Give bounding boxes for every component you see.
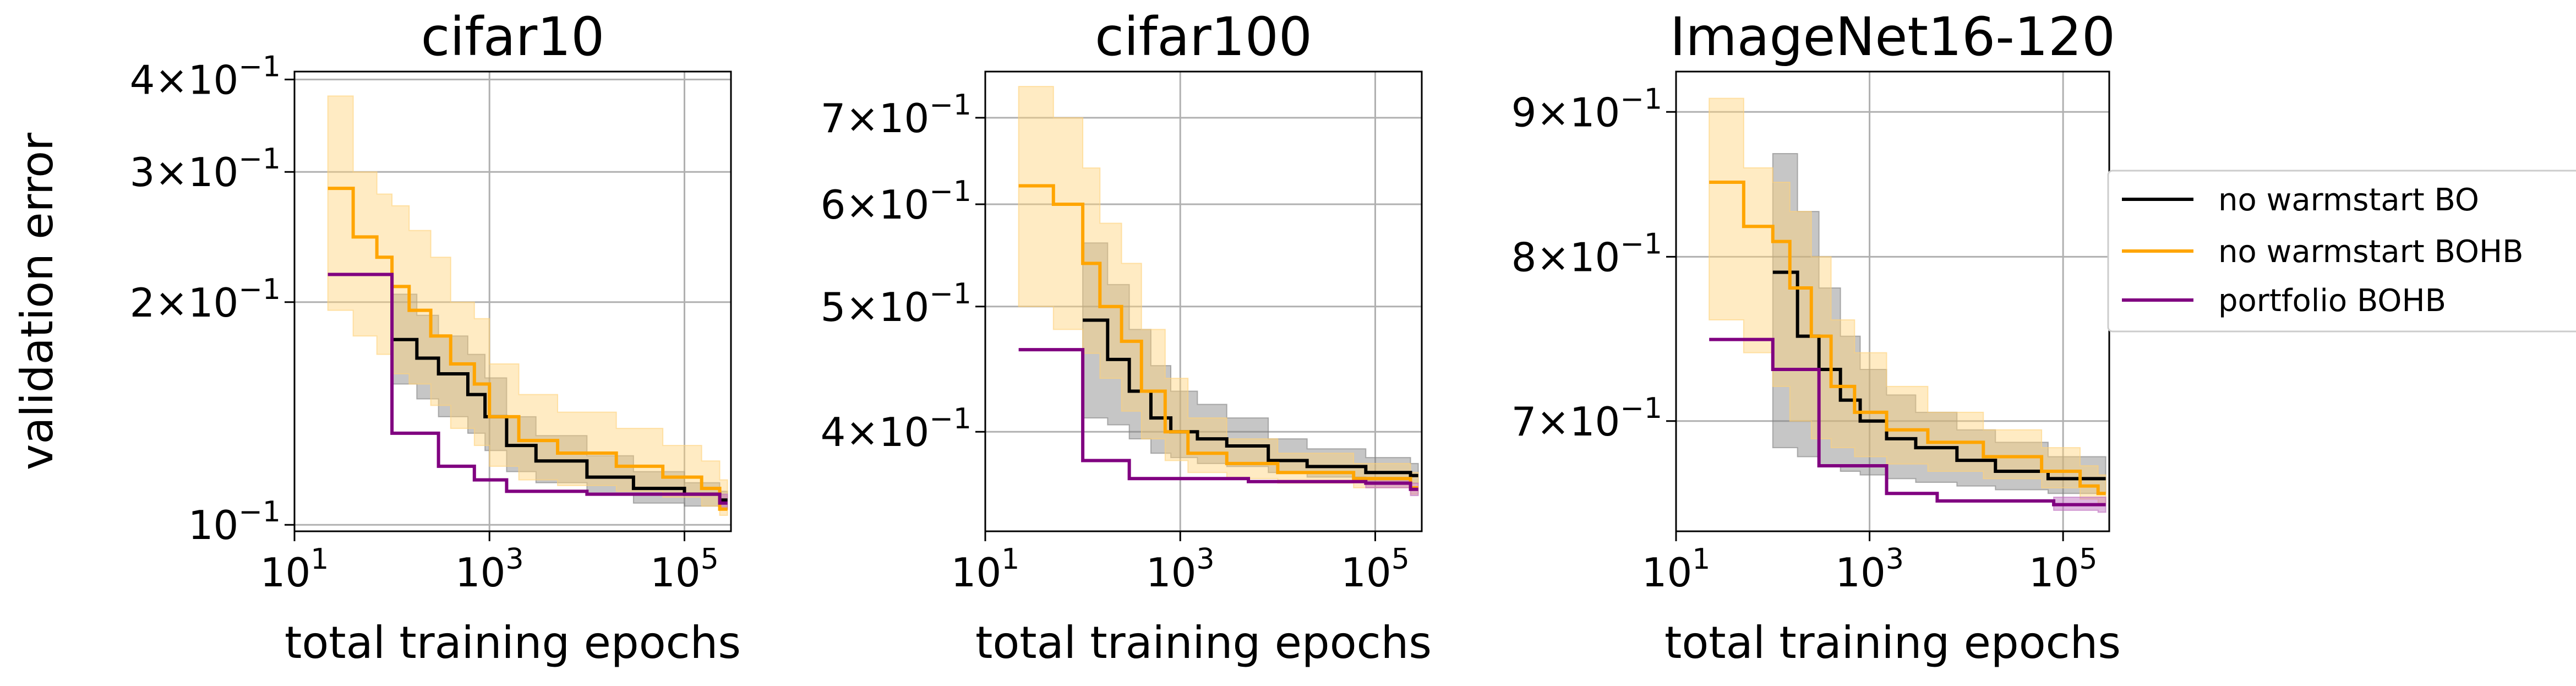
- series-line-bohb: [1018, 184, 1418, 489]
- panel-2: 101 103 105 9×10−1 8×10−1 7×10−1 ImageNet16-12…: [1511, 6, 2121, 668]
- legend-frame: [2107, 170, 2576, 333]
- y-tick-label: 4×10−1: [130, 50, 281, 103]
- y-tick-label: 5×10−1: [821, 277, 972, 330]
- x-tick-label: 105: [1341, 543, 1410, 596]
- band-bohb: [1018, 86, 1419, 495]
- y-tick-label: 7×10−1: [1511, 392, 1662, 445]
- x-axis-label: total training epochs: [285, 617, 741, 668]
- x-tick-label: 103: [1835, 543, 1904, 596]
- y-tick-label: 8×10−1: [1511, 227, 1662, 280]
- series-line-bohb: [1709, 180, 2106, 496]
- series-line-bo: [392, 337, 728, 502]
- series-line-portfolio: [1709, 337, 2106, 507]
- x-tick-label: 101: [1642, 543, 1711, 596]
- series-line-portfolio: [1018, 348, 1418, 491]
- y-tick-label: 3×10−1: [130, 143, 281, 195]
- y-tick-label: 7×10−1: [821, 89, 972, 141]
- y-tick-label: 2×10−1: [130, 273, 281, 326]
- x-tick-label: 103: [455, 543, 524, 596]
- legend-label-bo: no warmstart BO: [2218, 182, 2479, 218]
- grid: [1676, 72, 2109, 531]
- y-axis-label: validation error: [12, 133, 63, 470]
- x-tick-label: 101: [260, 543, 329, 596]
- x-tick-label: 105: [650, 543, 719, 596]
- series-line-bo: [1083, 318, 1418, 477]
- band-bohb: [327, 95, 728, 516]
- x-tick-label: 103: [1146, 543, 1215, 596]
- panel-title: ImageNet16-120: [1670, 6, 2115, 68]
- y-tick-label: 10−1: [188, 496, 281, 548]
- panel-0: 101 103 105 4×10−1 3×10−1 2×10−1 10−1 cifar10 to…: [12, 6, 741, 668]
- panel-1: 101 103 105 7×10−1 6×10−1 5×10−1 4×10−1 cifar10…: [821, 6, 1432, 668]
- x-tick-label: 101: [951, 543, 1020, 596]
- y-tick-label: 9×10−1: [1511, 83, 1662, 135]
- x-axis-label: total training epochs: [1664, 617, 2121, 668]
- x-tick-label: 105: [2029, 543, 2098, 596]
- y-tick-label: 6×10−1: [821, 175, 972, 228]
- axes-frame: [984, 70, 1423, 532]
- y-tick-label: 4×10−1: [821, 402, 972, 455]
- x-axis-label: total training epochs: [975, 617, 1432, 668]
- legend: no warmstart BO no warmstart BOHB portfo…: [2107, 170, 2576, 333]
- legend-label-portfolio: portfolio BOHB: [2218, 283, 2446, 319]
- panel-title: cifar10: [421, 6, 605, 68]
- legend-label-bohb: no warmstart BOHB: [2218, 234, 2524, 270]
- series-line-bohb: [328, 187, 728, 511]
- panel-title: cifar100: [1095, 6, 1312, 68]
- series-line-portfolio: [328, 273, 728, 505]
